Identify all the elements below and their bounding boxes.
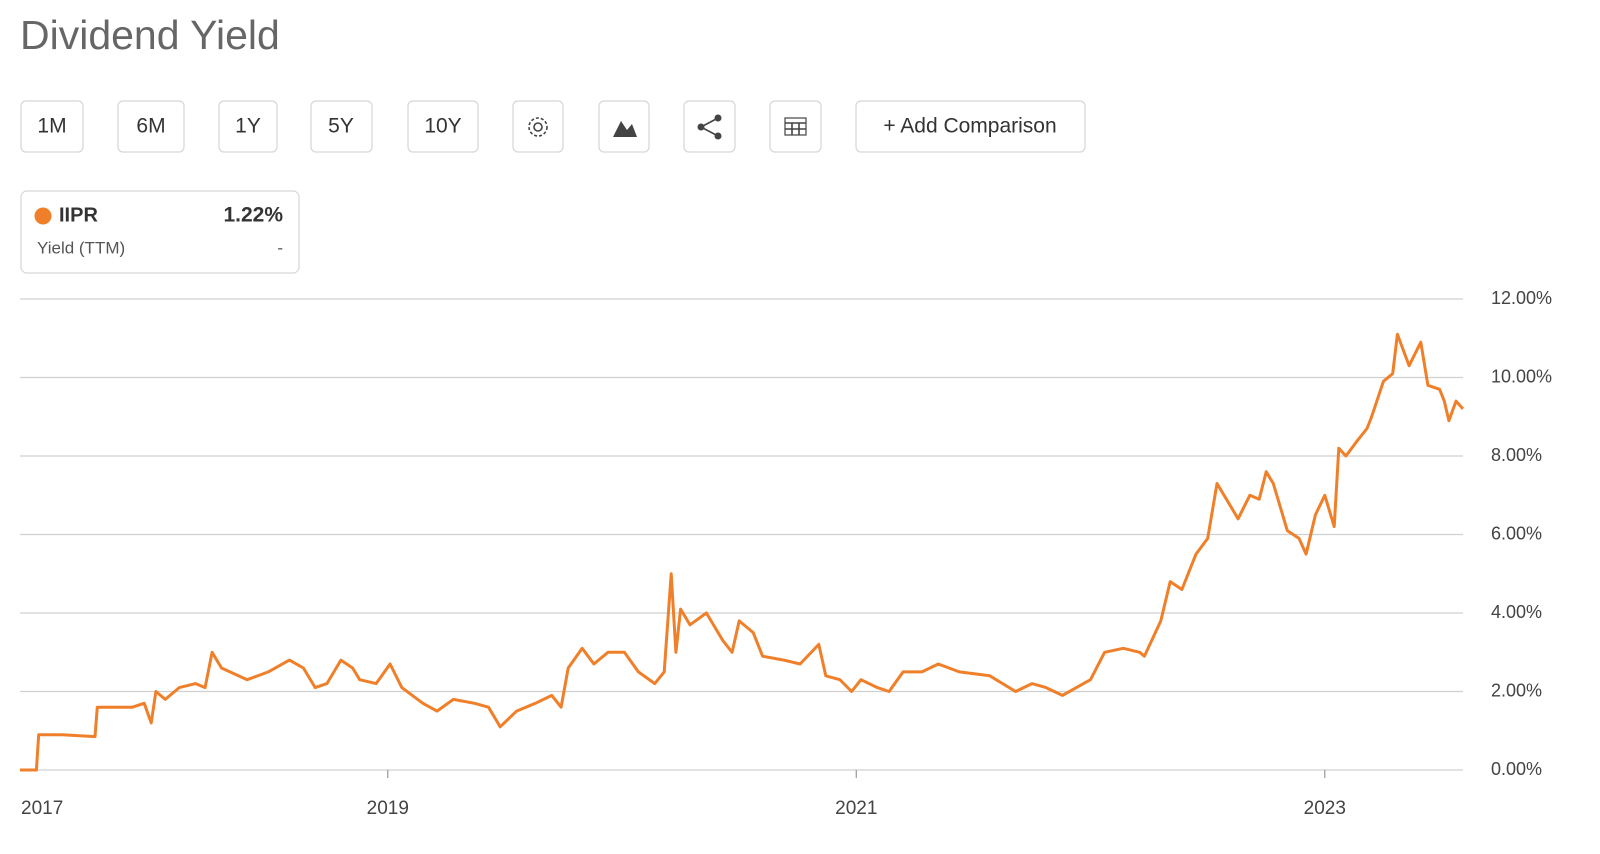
legend-swatch bbox=[34, 207, 52, 225]
share-icon bbox=[697, 123, 705, 131]
x-tick-label: 2017 bbox=[21, 798, 63, 819]
range-button[interactable]: 5Y bbox=[310, 100, 373, 153]
share-icon bbox=[714, 114, 722, 122]
chart-icon bbox=[613, 121, 637, 137]
range-button[interactable]: 10Y bbox=[407, 100, 479, 153]
share-icon bbox=[714, 132, 722, 140]
range-button[interactable]: 6M bbox=[117, 100, 185, 153]
chart-type-button[interactable] bbox=[598, 100, 650, 153]
legend-frame bbox=[20, 190, 300, 274]
legend-value: 1.22% bbox=[223, 204, 283, 227]
legend-symbol: IIPR bbox=[59, 204, 98, 226]
y-tick-label: 10.00% bbox=[1491, 366, 1552, 386]
y-tick-label: 4.00% bbox=[1491, 602, 1542, 622]
x-tick-label: 2019 bbox=[367, 798, 409, 819]
range-button[interactable]: 1Y bbox=[218, 100, 278, 153]
legend-metric: Yield (TTM) bbox=[37, 238, 125, 257]
y-tick-label: 0.00% bbox=[1491, 759, 1542, 779]
share-button[interactable] bbox=[683, 100, 736, 153]
table-icon bbox=[784, 117, 807, 136]
x-tick-label: 2021 bbox=[835, 798, 877, 819]
settings-button[interactable] bbox=[512, 100, 564, 153]
range-button[interactable]: 1M bbox=[20, 100, 84, 153]
button-label: 1Y bbox=[235, 115, 261, 138]
y-tick-label: 2.00% bbox=[1491, 680, 1542, 700]
y-tick-label: 6.00% bbox=[1491, 523, 1542, 543]
legend-box: IIPR 1.22% Yield (TTM) - bbox=[20, 190, 300, 274]
series-line bbox=[20, 332, 1465, 772]
button-label: 10Y bbox=[424, 115, 461, 138]
legend-change: - bbox=[277, 238, 283, 257]
y-tick-label: 12.00% bbox=[1491, 288, 1552, 308]
button-label: 5Y bbox=[328, 115, 354, 138]
button-label: 6M bbox=[136, 115, 165, 138]
table-icon bbox=[785, 122, 806, 135]
y-tick-label: 8.00% bbox=[1491, 445, 1542, 465]
plot: 0.00% 2.00% 4.00% 6.00% 8.00% 10.00% 12.00% 201… bbox=[20, 288, 1552, 819]
table-button[interactable] bbox=[769, 100, 822, 153]
gear-icon bbox=[533, 122, 543, 132]
button-label: + Add Comparison bbox=[883, 115, 1056, 138]
gear-icon bbox=[528, 117, 548, 137]
page-title: Dividend Yield bbox=[20, 12, 280, 58]
button-label: 1M bbox=[37, 115, 66, 138]
x-tick-label: 2023 bbox=[1304, 798, 1346, 819]
add-comparison-button[interactable]: + Add Comparison bbox=[855, 100, 1086, 153]
